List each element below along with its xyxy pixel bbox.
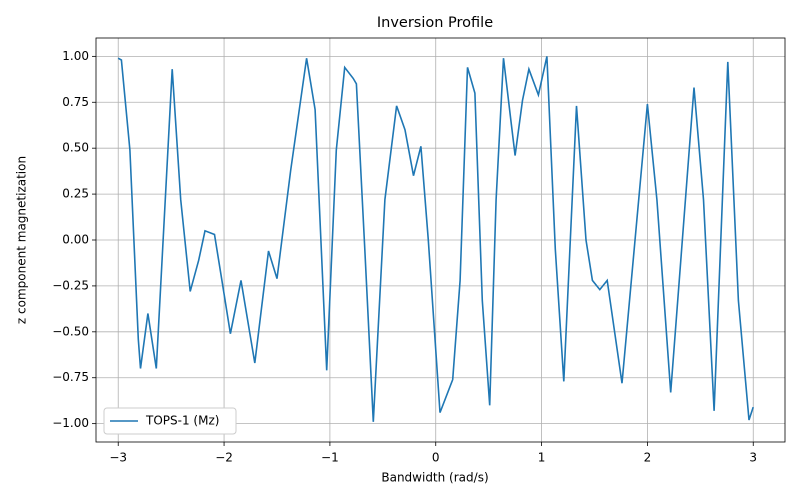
y-tick-label: 0.00 xyxy=(62,233,89,247)
chart-title: Inversion Profile xyxy=(377,15,493,31)
y-tick-label: −1.00 xyxy=(52,416,89,430)
data-line xyxy=(117,56,754,422)
y-tick-label: 0.25 xyxy=(62,187,89,201)
legend-label: TOPS-1 (Mz) xyxy=(145,414,219,428)
y-tick-label: −0.50 xyxy=(52,324,89,338)
x-tick-label: −1 xyxy=(321,451,339,465)
x-tick-label: 0 xyxy=(432,451,440,465)
y-tick-label: −0.25 xyxy=(52,278,89,292)
legend-box xyxy=(103,407,237,435)
y-axis-label: z component magnetization xyxy=(15,156,29,324)
x-tick-label: 3 xyxy=(749,451,757,465)
x-tick-label: 1 xyxy=(538,451,546,465)
plot-frame xyxy=(95,37,786,443)
y-tick-label: 1.00 xyxy=(62,49,89,63)
y-tick-label: −0.75 xyxy=(52,370,89,384)
y-tick-label: 0.75 xyxy=(62,95,89,109)
x-tick-label: −2 xyxy=(215,451,233,465)
x-axis-label: Bandwidth (rad/s) xyxy=(381,471,488,485)
y-tick-label: 0.50 xyxy=(62,141,89,155)
x-tick-label: −3 xyxy=(109,451,127,465)
x-tick-label: 2 xyxy=(644,451,652,465)
